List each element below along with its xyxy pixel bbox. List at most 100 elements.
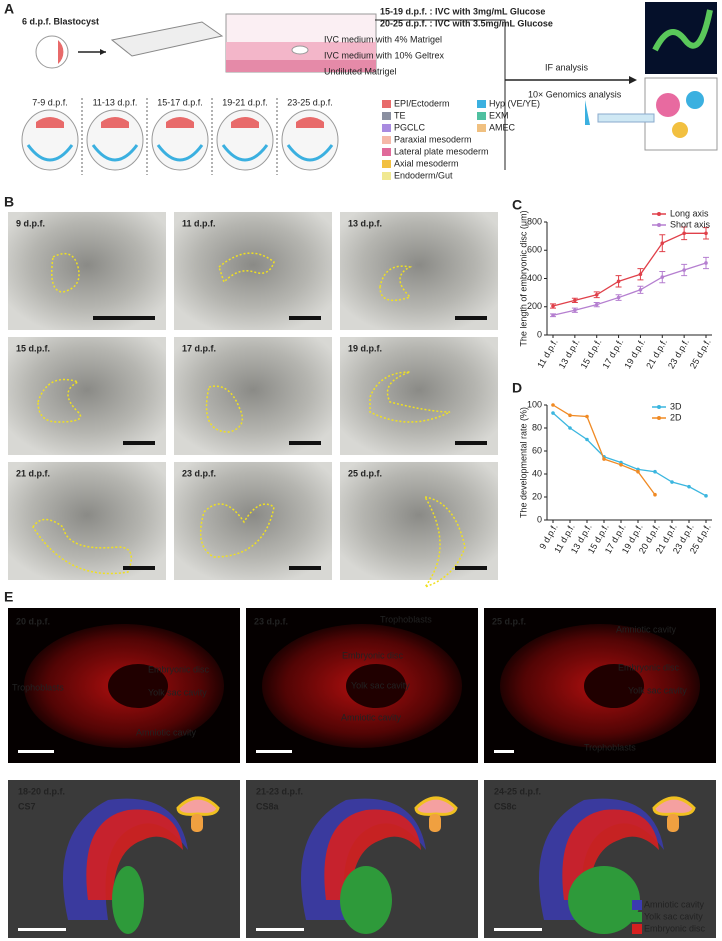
scale-bar	[289, 316, 321, 320]
legend-swatch	[382, 136, 391, 144]
annotation: Amniotic cavity	[341, 712, 402, 722]
embryo-disc	[231, 117, 259, 128]
y-tick-label: 400	[527, 273, 542, 283]
legend-label: AMEC	[489, 122, 516, 132]
embryo-layer	[286, 144, 334, 162]
stage-label: 7-9 d.p.f.	[32, 97, 68, 107]
micrograph	[340, 462, 498, 589]
micrograph-bg	[174, 212, 332, 330]
legend-label: 2D	[670, 412, 682, 422]
stage-label: 11-13 d.p.f.	[93, 97, 138, 107]
model-icon-stalk	[667, 814, 679, 832]
annotation: Embryonic disc	[148, 664, 210, 674]
embryo-disc	[296, 117, 324, 128]
embryo-drawing	[151, 109, 209, 171]
content: A 6 d.p.f. Blastocyst 15-19 d.p.f. : IVC w…	[4, 1, 716, 938]
y-tick-label: 40	[532, 468, 542, 478]
x-tick-label: 25 d.p.f.	[688, 337, 713, 370]
micrograph-label: 19 d.p.f.	[348, 343, 382, 353]
legend-marker	[657, 223, 661, 227]
panel-label: C	[512, 197, 522, 213]
embryo-outline	[369, 371, 451, 423]
data-point	[616, 279, 621, 284]
data-point	[551, 411, 555, 415]
embryo-outline	[51, 252, 80, 293]
embryo-outline	[379, 265, 413, 302]
legend-swatch	[632, 924, 642, 934]
micrograph-bg	[174, 462, 332, 580]
panel-a-art	[35, 2, 718, 170]
embryo-disc	[36, 117, 64, 128]
micrograph-label: 11 d.p.f.	[182, 218, 216, 228]
embryo-disc	[166, 117, 194, 128]
y-tick-label: 20	[532, 491, 542, 501]
model-yolk	[112, 866, 144, 934]
data-point	[573, 298, 577, 303]
legend-swatch	[382, 172, 391, 180]
series-line	[552, 412, 707, 497]
data-point	[551, 313, 555, 318]
legend-label: Axial mesoderm	[394, 158, 459, 168]
embryo-outline	[32, 518, 133, 575]
legend-label: Embryonic disc	[644, 923, 706, 933]
data-point	[619, 463, 623, 467]
legend-label: Lateral plate mesoderm	[394, 146, 489, 156]
micrograph-label: 13 d.p.f.	[348, 218, 382, 228]
embryo-layer	[26, 144, 74, 162]
legend-swatch	[632, 900, 642, 910]
micrograph	[8, 337, 166, 455]
micrograph-label: 21 d.p.f.	[16, 468, 50, 478]
legend-label: Endoderm/Gut	[394, 170, 453, 180]
model-icon	[414, 796, 458, 816]
model-render	[484, 780, 716, 938]
micrograph	[174, 462, 332, 580]
if-image	[484, 608, 716, 763]
data-point	[568, 413, 572, 418]
micrograph-label: 17 d.p.f.	[182, 343, 216, 353]
model-stage: CS7	[18, 801, 36, 811]
embryo-outline	[199, 503, 275, 558]
micrograph-bg	[8, 337, 166, 455]
micrograph-label: 25 d.p.f.	[348, 468, 382, 478]
legend-swatch	[382, 160, 391, 168]
series-line	[552, 232, 706, 307]
embryo-drawing	[86, 109, 144, 171]
legend-label: Long axis	[670, 208, 709, 218]
model-render	[246, 780, 478, 938]
annotation: Embryonic disc	[618, 662, 680, 672]
legend-swatch	[632, 912, 642, 922]
culture-note: IVC medium with 4% Matrigel	[324, 34, 442, 44]
embryo-drawing	[281, 109, 339, 171]
embryo-layer	[221, 144, 269, 162]
data-point	[594, 302, 599, 307]
micrograph	[8, 462, 166, 580]
legend-swatch	[382, 148, 391, 156]
stage-label: 23-25 d.p.f.	[287, 97, 333, 107]
scale-bar	[455, 566, 487, 570]
micrograph-bg	[174, 337, 332, 455]
data-point	[636, 469, 640, 474]
y-tick-label: 800	[527, 216, 542, 226]
legend-label: Yolk sac cavity	[644, 911, 703, 921]
micrograph	[174, 212, 332, 330]
cavity	[584, 664, 644, 708]
scale-bar	[18, 928, 66, 931]
legend-label: PGCLC	[394, 122, 426, 132]
model-title: 18-20 d.p.f.	[18, 786, 65, 796]
data-point	[682, 268, 686, 272]
scale-bar	[494, 750, 514, 753]
y-tick-label: 60	[532, 445, 542, 455]
model-yolk	[568, 866, 640, 934]
model-icon	[176, 796, 220, 816]
legend-marker	[657, 405, 661, 409]
data-point	[568, 426, 572, 430]
data-point	[704, 231, 708, 236]
legend-swatch	[477, 112, 486, 120]
y-tick-label: 200	[527, 301, 542, 311]
data-point	[670, 480, 674, 484]
y-tick-label: 100	[527, 399, 542, 409]
micrograph	[340, 337, 498, 455]
data-point	[638, 288, 643, 292]
data-point	[551, 403, 555, 407]
annotation: Yolk sac cavity	[148, 687, 207, 697]
